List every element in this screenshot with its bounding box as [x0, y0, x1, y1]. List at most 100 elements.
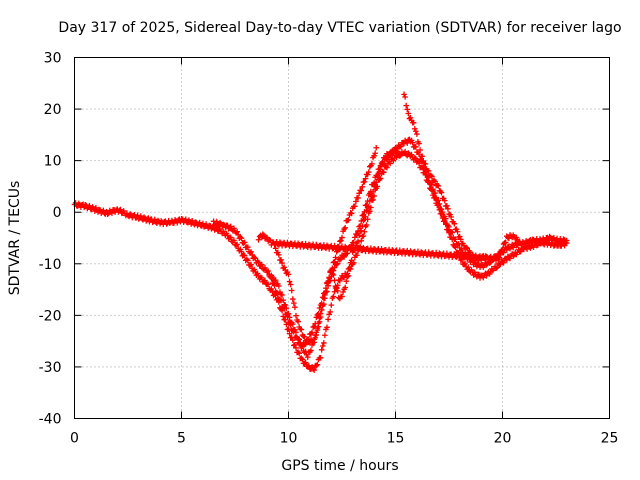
data-point [325, 278, 331, 285]
data-point [359, 223, 366, 229]
data-point [363, 222, 370, 228]
data-point [332, 283, 339, 289]
data-point [416, 140, 422, 147]
data-point [402, 148, 408, 155]
data-point [438, 206, 445, 212]
data-point [330, 272, 337, 278]
data-point [301, 360, 308, 367]
data-point [341, 254, 347, 260]
data-point [231, 237, 237, 244]
data-point [370, 189, 376, 195]
data-point [360, 233, 367, 239]
data-point [373, 179, 380, 186]
data-point [342, 224, 349, 231]
data-point [414, 131, 420, 137]
data-point [355, 238, 361, 245]
data-point [359, 212, 366, 219]
grid-lines [74, 57, 610, 419]
data-point [310, 340, 316, 346]
data-point [141, 214, 147, 221]
series-track-5 [272, 146, 403, 346]
data-point [282, 317, 289, 323]
data-point [319, 303, 326, 309]
data-point [483, 272, 490, 279]
data-point [262, 277, 268, 284]
data-point [480, 274, 487, 281]
data-point [238, 235, 245, 242]
data-point [369, 161, 375, 167]
data-point [295, 318, 301, 325]
data-point [538, 239, 544, 245]
data-point [312, 320, 319, 327]
data-point [292, 304, 298, 310]
data-point [318, 307, 325, 313]
data-point [301, 333, 308, 340]
data-point [382, 155, 388, 161]
data-point [486, 260, 493, 266]
data-point [420, 158, 427, 164]
data-point [385, 152, 391, 158]
data-point [417, 147, 423, 153]
data-point [358, 228, 365, 234]
data-point [377, 175, 384, 182]
data-point [463, 244, 469, 251]
data-point [454, 241, 461, 248]
data-point [563, 237, 570, 244]
data-point [279, 260, 285, 266]
data-point [289, 296, 296, 302]
data-point [286, 330, 293, 337]
data-point [319, 343, 326, 349]
x-axis-label: GPS time / hours [281, 458, 398, 474]
data-point [454, 228, 461, 235]
data-point [258, 261, 265, 268]
data-point [404, 106, 411, 113]
data-point [453, 226, 460, 232]
data-point [245, 244, 251, 250]
chart-title: Day 317 of 2025, Sidereal Day-to-day VTE… [58, 20, 621, 36]
data-point [560, 236, 567, 242]
data-point [288, 287, 295, 294]
data-point [408, 151, 415, 158]
data-point [272, 245, 279, 252]
data-point [413, 144, 419, 150]
data-point [284, 313, 291, 320]
data-point [394, 148, 401, 155]
data-point [439, 209, 446, 215]
data-point [343, 278, 350, 284]
series-track-6 [255, 231, 570, 264]
data-point [390, 157, 397, 164]
data-point [542, 238, 549, 244]
data-point [174, 219, 181, 226]
data-point [411, 125, 418, 132]
data-point [237, 234, 244, 240]
y-tick-label: 20 [44, 102, 62, 118]
data-point [254, 270, 261, 277]
data-point [326, 275, 332, 281]
data-point [430, 186, 436, 193]
data-point [405, 110, 412, 117]
data-point [364, 171, 371, 178]
data-point [337, 238, 343, 245]
y-tick-label: -30 [39, 360, 62, 376]
data-point [494, 264, 500, 271]
data-point [358, 187, 365, 194]
data-point [432, 178, 438, 185]
plot-frame [74, 57, 610, 419]
data-point [361, 179, 368, 185]
data-point [401, 91, 407, 98]
data-point [329, 271, 336, 277]
series-track-4 [401, 91, 489, 264]
data-point [337, 256, 343, 263]
data-point [299, 356, 306, 363]
data-point [348, 257, 355, 264]
data-point [500, 260, 507, 266]
data-point [308, 330, 314, 337]
data-point [346, 265, 353, 271]
y-tick-label: 30 [44, 51, 62, 67]
data-point [419, 153, 426, 160]
data-point [310, 324, 316, 330]
data-point [396, 152, 403, 159]
y-tick-label: -20 [39, 308, 62, 324]
data-point [507, 255, 513, 262]
x-tick-label: 0 [70, 431, 79, 447]
